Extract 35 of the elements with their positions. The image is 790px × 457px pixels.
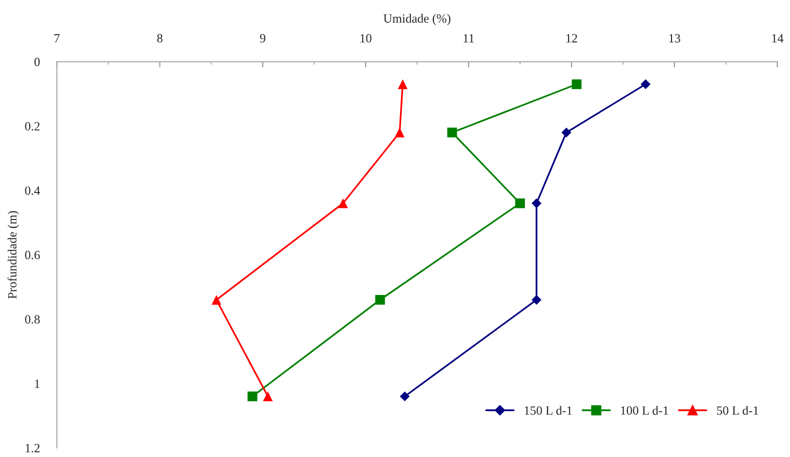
point [447, 128, 457, 138]
point [400, 391, 410, 402]
point [532, 198, 542, 208]
y-axis-title: Profundidade (m) [8, 211, 20, 299]
legend-label: 50 L d-1 [717, 406, 758, 415]
point [561, 128, 572, 138]
x-tick-label: 8 [157, 34, 162, 42]
point [515, 198, 525, 208]
point [398, 79, 408, 90]
y-tick-label: 1 [35, 380, 40, 388]
y-tick-label: 0.4 [25, 186, 40, 195]
y-tick-label: 0 [34, 58, 40, 66]
x-tick-label: 10 [360, 34, 372, 42]
point [532, 294, 542, 305]
y-tick-label: 1.2 [26, 444, 40, 452]
y-tick-label: 0.8 [25, 315, 40, 324]
point [572, 79, 582, 90]
point [338, 198, 348, 208]
y-tick-label: 0.2 [25, 122, 40, 131]
x-tick-label: 11 [464, 34, 474, 42]
point [248, 392, 258, 402]
x-tick-label: 7 [54, 34, 60, 42]
point [394, 128, 404, 138]
legend-label: 100 L d-1 [621, 406, 668, 415]
legend-label: 150 L d-1 [524, 406, 572, 415]
x-tick-label: 9 [260, 34, 266, 42]
point [375, 294, 385, 305]
x-tick-label: 13 [669, 34, 680, 42]
point [263, 392, 273, 402]
x-tick-label: 14 [772, 34, 784, 42]
x-tick-label: 12 [566, 34, 578, 42]
x-axis-title: Umidade (%) [384, 14, 450, 26]
point [640, 79, 651, 90]
point [212, 294, 222, 305]
y-tick-label: 0.6 [25, 250, 40, 260]
